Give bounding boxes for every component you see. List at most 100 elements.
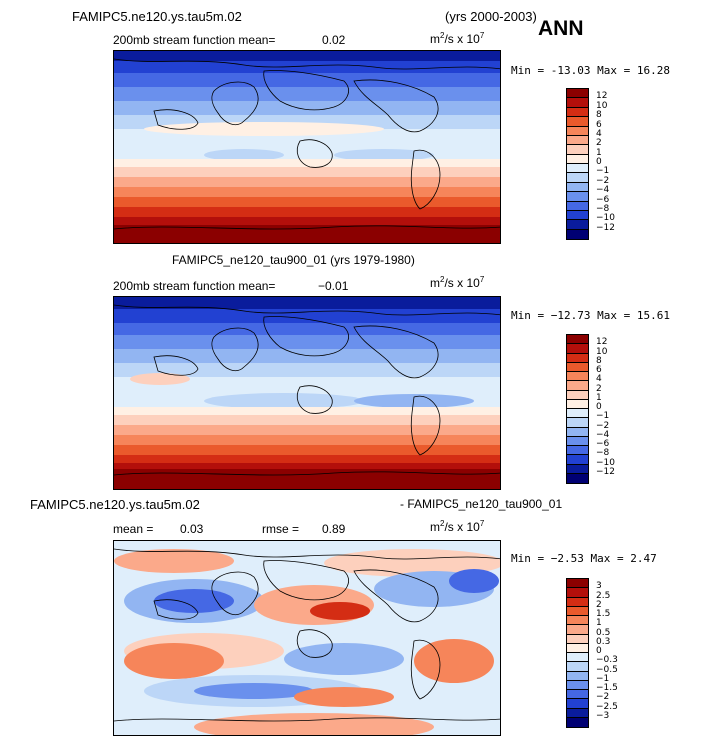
panel2-colorbar-tick: −12	[596, 466, 615, 477]
panel1-colorbar-segment	[567, 154, 588, 164]
panel1-colorbar-segment	[567, 210, 588, 221]
panel2-colorbar-segment	[567, 418, 588, 428]
panel2-colorbar-segment	[567, 399, 588, 409]
panel1-colorbar	[566, 88, 589, 240]
panel3-colorbar-tick: 0.3	[596, 636, 611, 647]
panel2-colorbar-segment	[567, 390, 588, 400]
panel3-colorbar-tick: −2	[596, 692, 610, 703]
panel1-colorbar-tick: 10	[596, 100, 608, 111]
panel3-colorbar-tick: −0.3	[596, 655, 618, 666]
panel1-colorbar-tick: −1	[596, 166, 610, 177]
panel3-colorbar-segment	[567, 616, 588, 626]
panel1-colorbar-segment	[567, 201, 588, 211]
panel1-colorbar-tick: 2	[596, 138, 602, 149]
panel3-colorbar-tick: −1.5	[596, 683, 618, 693]
panel3-min-max: Min = −2.53 Max = 2.47	[511, 552, 657, 565]
panel2-colorbar-tick: 6	[596, 365, 602, 375]
panel3-mean-value: 0.03	[180, 522, 204, 536]
panel1-colorbar-tick: 4	[596, 128, 602, 139]
panel3-colorbar-segment	[567, 579, 588, 589]
panel2-colorbar-tick: 0	[596, 402, 602, 412]
panel3-title-right: - FAMIPC5_ne120_tau900_01	[400, 497, 563, 511]
panel2-colorbar-segment	[567, 446, 588, 456]
panel1-colorbar-tick: 6	[596, 119, 602, 130]
panel1-colorbar-tick: −10	[596, 213, 615, 224]
panel3-colorbar-segment	[567, 653, 588, 663]
panel2-colorbar-tick: −2	[596, 420, 610, 431]
panel1-colorbar-segment	[567, 98, 588, 108]
panel1-min-max: Min = -13.03 Max = 16.28	[511, 64, 670, 77]
panel2-colorbar-tick: −8	[596, 448, 610, 459]
panel2-colorbar-tick: 1	[596, 392, 602, 403]
panel3-colorbar-tick: −1	[596, 673, 610, 684]
season-label: ANN	[538, 17, 584, 40]
panel1-colorbar-segment	[567, 145, 588, 155]
panel2-colorbar-tick: −6	[596, 439, 610, 449]
panel2-field-label: 200mb stream function mean=	[113, 279, 276, 293]
panel1-map	[113, 50, 501, 244]
panel2-min-max: Min = −12.73 Max = 15.61	[511, 309, 670, 322]
panel3-rmse-value: 0.89	[322, 522, 346, 536]
panel2-colorbar-segment	[567, 409, 588, 419]
panel1-colorbar-segment	[567, 164, 588, 174]
panel1-colorbar-segment	[567, 229, 588, 239]
panel3-colorbar-segment	[567, 643, 588, 653]
panel2-colorbar	[566, 334, 589, 484]
panel1-colorbar-tick: −2	[596, 175, 610, 186]
panel2-colorbar-tick: 4	[596, 374, 602, 385]
panel2-colorbar-tick: −10	[596, 457, 615, 468]
panel3-colorbar-tick: 0	[596, 646, 602, 656]
panel2-colorbar-segment	[567, 427, 588, 437]
panel3-colorbar-tick: 2	[596, 599, 602, 610]
panel1-colorbar-segment	[567, 220, 588, 230]
panel3-colorbar-tick: 1.5	[596, 609, 611, 619]
panel1-colorbar-segment	[567, 117, 588, 127]
panel2-mean-value: −0.01	[318, 279, 349, 293]
panel3-colorbar-segment	[567, 662, 588, 672]
panel3-colorbar-tick: 1	[596, 618, 602, 629]
panel2-colorbar-segment	[567, 372, 588, 382]
panel3-colorbar-tick: −3	[596, 710, 610, 721]
panel3-map	[113, 540, 501, 736]
panel2-map	[113, 296, 501, 490]
panel3-rmse-label: rmse =	[262, 522, 300, 536]
panel1-colorbar-tick: −6	[596, 194, 610, 205]
panel3-colorbar-segment	[567, 717, 588, 727]
panel1-units: m2/s x 107	[430, 31, 485, 46]
panel3-title-left: FAMIPC5.ne120.ys.tau5m.02	[30, 497, 200, 512]
panel3-colorbar-segment	[567, 625, 588, 635]
panel3-colorbar-tick: 0.5	[596, 627, 611, 638]
panel1-colorbar-segment	[567, 89, 588, 99]
panel2-colorbar-tick: −1	[596, 411, 610, 422]
panel2-colorbar-segment	[567, 344, 588, 354]
panel2-colorbar-tick: 10	[596, 346, 608, 357]
panel2-colorbar-segment	[567, 436, 588, 446]
panel2-colorbar-tick: 12	[596, 337, 608, 348]
panel1-colorbar-segment	[567, 135, 588, 146]
panel1-field-label: 200mb stream function mean=	[113, 33, 276, 47]
panel2-colorbar-tick: 8	[596, 355, 602, 366]
panel3-colorbar	[566, 578, 589, 728]
panel2-colorbar-segment	[567, 455, 588, 465]
panel3-units: m2/s x 107	[430, 519, 485, 534]
panel2-colorbar-segment	[567, 381, 588, 391]
panel1-mean-value: 0.02	[322, 33, 346, 47]
panel2-colorbar-segment	[567, 362, 588, 372]
panel1-colorbar-segment	[567, 182, 588, 193]
panel3-colorbar-tick: 3	[596, 581, 602, 592]
panel3-colorbar-segment	[567, 671, 588, 681]
panel3-colorbar-segment	[567, 680, 588, 690]
panel3-colorbar-tick: −2.5	[596, 701, 618, 712]
panel3-colorbar-segment	[567, 597, 588, 607]
panel2-colorbar-segment	[567, 464, 588, 474]
panel2-colorbar-tick: −4	[596, 429, 610, 440]
panel2-colorbar-segment	[567, 335, 588, 345]
panel2-colorbar-segment	[567, 473, 588, 483]
panel2-colorbar-segment	[567, 353, 588, 363]
panel1-colorbar-segment	[567, 192, 588, 202]
panel3-colorbar-segment	[567, 708, 588, 718]
panel3-colorbar-tick: 2.5	[596, 590, 611, 601]
panel1-colorbar-tick: 0	[596, 157, 602, 167]
panel3-colorbar-segment	[567, 634, 588, 644]
panel1-colorbar-segment	[567, 107, 588, 118]
